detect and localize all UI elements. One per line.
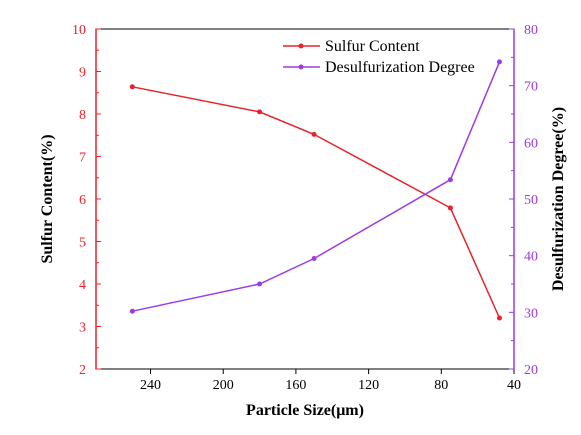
y-left-tick-label: 6 bbox=[79, 193, 86, 208]
y-left-tick-label: 7 bbox=[79, 151, 86, 166]
y-left-tick-label: 5 bbox=[79, 236, 86, 251]
x-axis: 240 200 160 120 80 40 bbox=[140, 369, 521, 393]
y-right-tick-label: 60 bbox=[524, 136, 538, 151]
data-point-desulfurization-degree bbox=[447, 177, 453, 183]
y-left-tick-label: 3 bbox=[79, 321, 86, 336]
y-left-tick-label: 9 bbox=[79, 66, 86, 81]
data-point-desulfurization-degree bbox=[311, 256, 317, 261]
y-axis-right: 20 30 40 50 60 70 80 bbox=[509, 23, 538, 378]
y-right-tick-label: 30 bbox=[524, 306, 538, 321]
x-tick-label: 80 bbox=[434, 378, 448, 393]
legend: Sulfur Content Desulfurization Degree bbox=[283, 38, 475, 76]
legend-label-desulfurization: Desulfurization Degree bbox=[325, 59, 475, 76]
legend-label-sulfur: Sulfur Content bbox=[325, 38, 420, 55]
y-left-tick-label: 2 bbox=[79, 363, 86, 378]
y-left-tick-label: 10 bbox=[72, 23, 86, 38]
y-right-tick-label: 70 bbox=[524, 80, 538, 95]
data-point-sulfur-content bbox=[129, 84, 135, 90]
plot-frame bbox=[95, 28, 515, 370]
x-tick-label: 240 bbox=[140, 378, 161, 393]
data-point-sulfur-content bbox=[496, 315, 502, 321]
x-tick-label: 40 bbox=[507, 378, 521, 393]
y-right-tick-label: 80 bbox=[524, 23, 538, 38]
legend-marker-desulfurization bbox=[298, 64, 304, 70]
x-tick-label: 200 bbox=[213, 378, 234, 393]
y-axis-left: 2 3 4 5 6 7 8 9 10 bbox=[72, 23, 101, 378]
series-line-desulfurization-degree bbox=[132, 61, 501, 312]
y-right-tick-label: 40 bbox=[524, 250, 538, 265]
data-point-desulfurization-degree bbox=[129, 308, 135, 314]
y-axis-left-title: Sulfur Content(%) bbox=[39, 134, 56, 263]
data-point-desulfurization-degree bbox=[257, 281, 263, 287]
data-point-sulfur-content bbox=[257, 109, 263, 115]
data-point-sulfur-content bbox=[447, 205, 453, 211]
y-left-tick-label: 8 bbox=[79, 108, 86, 123]
data-point-desulfurization-degree bbox=[496, 59, 502, 65]
y-left-tick-label: 4 bbox=[79, 278, 86, 293]
x-axis-title: Particle Size(μm) bbox=[246, 402, 364, 419]
y-right-tick-label: 20 bbox=[524, 363, 538, 378]
series-line-sulfur-content bbox=[132, 86, 501, 319]
y-right-tick-label: 50 bbox=[524, 193, 538, 208]
x-tick-label: 160 bbox=[285, 378, 306, 393]
x-tick-label: 120 bbox=[358, 378, 379, 393]
y-axis-right-title: Desulfurization Degree(%) bbox=[550, 107, 567, 291]
series-layer bbox=[129, 59, 502, 321]
legend-marker-sulfur bbox=[298, 43, 304, 49]
data-point-sulfur-content bbox=[311, 131, 317, 137]
